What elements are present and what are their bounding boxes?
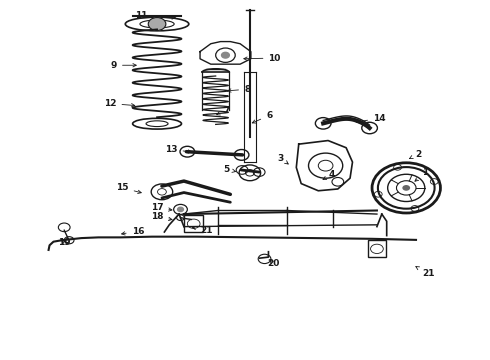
Circle shape bbox=[221, 52, 229, 58]
Text: 18: 18 bbox=[151, 212, 172, 221]
Text: 17: 17 bbox=[151, 203, 172, 212]
Text: 13: 13 bbox=[165, 145, 192, 154]
Circle shape bbox=[177, 207, 183, 212]
Text: 5: 5 bbox=[223, 165, 236, 174]
Text: 19: 19 bbox=[58, 238, 71, 247]
Text: 12: 12 bbox=[104, 99, 135, 108]
Text: 3: 3 bbox=[278, 154, 288, 164]
Text: 2: 2 bbox=[410, 150, 421, 159]
Bar bbox=[368, 240, 386, 257]
Bar bbox=[184, 215, 203, 232]
Text: 4: 4 bbox=[323, 170, 336, 180]
Text: 16: 16 bbox=[122, 227, 144, 236]
Text: 20: 20 bbox=[267, 259, 279, 268]
Text: 21: 21 bbox=[193, 226, 213, 235]
Text: 21: 21 bbox=[416, 266, 434, 278]
Text: 8: 8 bbox=[228, 85, 250, 94]
Text: 6: 6 bbox=[252, 111, 272, 123]
Text: 15: 15 bbox=[116, 183, 141, 193]
Circle shape bbox=[402, 185, 410, 191]
Text: 9: 9 bbox=[111, 61, 136, 70]
Text: 1: 1 bbox=[415, 168, 428, 181]
Text: 11: 11 bbox=[135, 11, 175, 20]
Circle shape bbox=[148, 18, 166, 31]
Text: 7: 7 bbox=[217, 106, 229, 115]
Text: 10: 10 bbox=[244, 54, 281, 63]
Text: 14: 14 bbox=[356, 114, 386, 123]
